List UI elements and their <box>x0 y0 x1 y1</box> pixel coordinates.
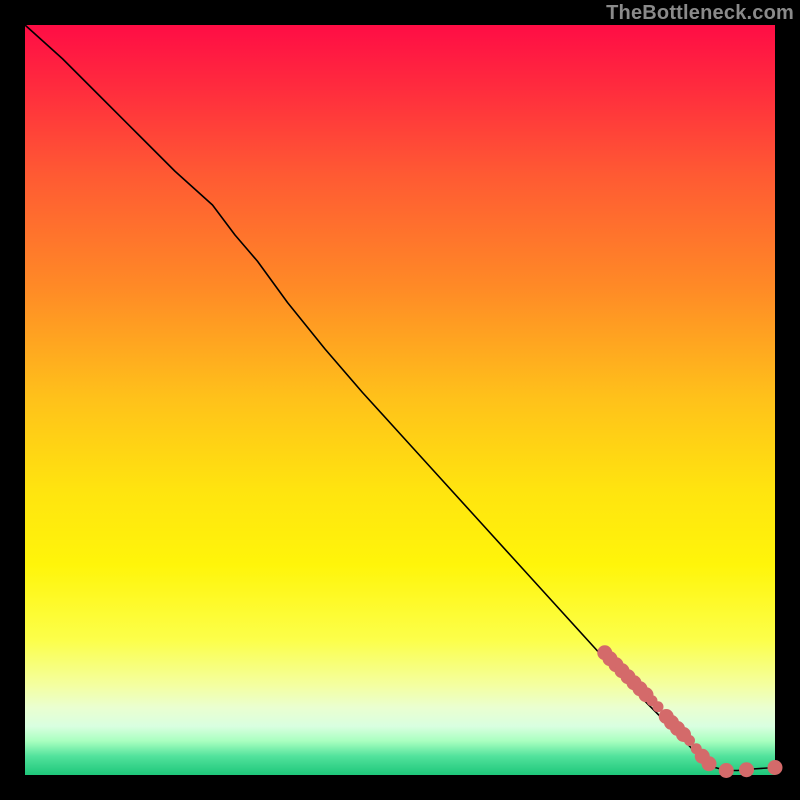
chart-svg <box>0 0 800 800</box>
marker-point <box>702 756 717 771</box>
figure-root: TheBottleneck.com <box>0 0 800 800</box>
marker-point <box>768 760 783 775</box>
plot-background <box>25 25 775 775</box>
marker-point <box>739 762 754 777</box>
marker-point <box>719 763 734 778</box>
